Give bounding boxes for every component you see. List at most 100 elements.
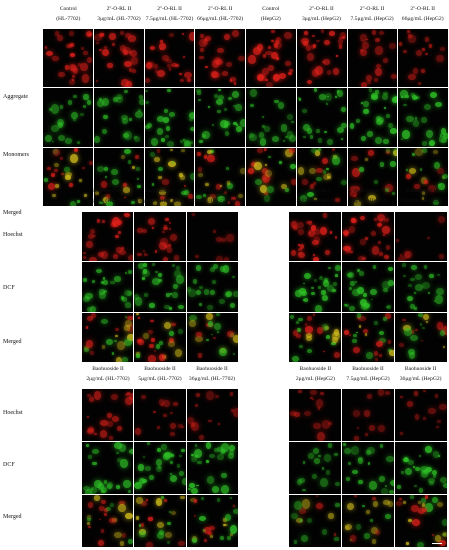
pb-right-headers-0-line1: Baohuoside I xyxy=(300,188,331,194)
pc-left-headers-2-line1: Baohuoside II xyxy=(196,366,228,372)
pc-right-headers-2-line2: 36μg/mL (HepG2) xyxy=(399,376,442,382)
panel-b-left-image-grid xyxy=(82,212,238,362)
panel-b-row-label-merged: Merged xyxy=(3,339,22,345)
grid-a-aggregate-1 xyxy=(93,29,144,88)
grid-c-right-dcf-0 xyxy=(289,442,341,494)
grid-a-monomers-7 xyxy=(398,88,448,147)
grid-b-left-hoechst-1 xyxy=(134,212,186,262)
pa-headers-6-line2: 7.5μg/mL (HepG2) xyxy=(350,16,394,22)
panel-a-image-grid xyxy=(43,29,448,206)
pa-headers-1-line1: 2''-O-RL II xyxy=(106,6,132,12)
grid-c-right-hoechst-2 xyxy=(395,389,447,441)
pa-headers-4-line2: (HepG2) xyxy=(260,16,281,22)
grid-b-right-hoechst-1 xyxy=(342,212,394,262)
pb-left-headers-0-line2: 1μg/mL (HL-7702) xyxy=(86,198,130,204)
grid-a-monomers-0 xyxy=(43,88,93,147)
grid-c-left-hoechst-0 xyxy=(82,389,134,441)
grid-c-left-dcf-2 xyxy=(186,442,238,494)
grid-b-right-dcf-0 xyxy=(289,262,341,312)
grid-a-merged-0 xyxy=(43,147,93,206)
grid-b-left-dcf-0 xyxy=(82,262,134,312)
pc-right-headers-1-line2: 7.5μg/mL (HepG2) xyxy=(346,376,390,382)
pc-right-headers-2-line1: Baohuoside II xyxy=(404,366,437,372)
panel-a-row-label-monomers: Monomers xyxy=(3,152,29,158)
scale-bar xyxy=(432,543,442,544)
grid-b-right-merged-1 xyxy=(342,312,394,362)
panel-c-left-image-grid xyxy=(82,389,238,547)
pa-headers-1-line2: 3μg/mL (HL-7702) xyxy=(97,16,141,22)
grid-b-right-hoechst-0 xyxy=(289,212,341,262)
pa-headers-6-line1: 2''-O-RL II xyxy=(359,6,385,12)
grid-b-right-merged-2 xyxy=(395,312,447,362)
grid-b-right-merged-0 xyxy=(289,312,341,362)
panel-a-row-label-aggregate: Aggregate xyxy=(3,94,28,100)
grid-a-aggregate-2 xyxy=(144,29,195,88)
grid-a-monomers-5 xyxy=(296,88,347,147)
pc-left-headers-0-line1: Baohuoside II xyxy=(92,366,124,372)
grid-c-left-hoechst-1 xyxy=(134,389,186,441)
grid-a-merged-3 xyxy=(195,147,245,206)
grid-c-right-dcf-1 xyxy=(342,442,394,494)
pb-left-headers-1-line2: 4μg/mL (HL-7702) xyxy=(138,198,182,204)
grid-a-merged-5 xyxy=(296,147,347,206)
grid-c-right-hoechst-0 xyxy=(289,389,341,441)
grid-c-left-merged-2 xyxy=(186,495,238,547)
grid-b-left-merged-2 xyxy=(186,312,238,362)
grid-a-monomers-4 xyxy=(246,88,296,147)
pb-right-headers-2-line2: 32μg/mL (HepG2) xyxy=(399,198,442,204)
grid-a-aggregate-5 xyxy=(296,29,347,88)
pa-headers-2-line2: 7.5μg/mL (HL-7702) xyxy=(145,16,194,22)
grid-a-aggregate-4 xyxy=(246,29,296,88)
pc-left-headers-1-line2: 5μg/mL (HL-7702) xyxy=(138,376,182,382)
grid-a-aggregate-3 xyxy=(195,29,245,88)
grid-a-monomers-6 xyxy=(347,88,398,147)
grid-a-monomers-2 xyxy=(144,88,195,147)
pa-headers-4-line1: Control xyxy=(262,6,280,12)
grid-a-merged-2 xyxy=(144,147,195,206)
grid-c-left-merged-1 xyxy=(134,495,186,547)
pb-left-headers-1-line1: Baohuoside I xyxy=(145,188,175,194)
pc-left-headers-1-line1: Baohuoside II xyxy=(144,366,176,372)
grid-a-monomers-1 xyxy=(93,88,144,147)
panel-a-row-label-merged: Merged xyxy=(3,210,22,216)
pc-right-headers-0-line1: Baohuoside II xyxy=(299,366,332,372)
pb-right-headers-0-line2: 1μg/mL (HepG2) xyxy=(295,198,335,204)
grid-c-right-merged-1 xyxy=(342,495,394,547)
pc-left-headers-2-line2: 36μg/mL (HL-7702) xyxy=(188,376,236,382)
grid-c-right-merged-0 xyxy=(289,495,341,547)
grid-c-left-merged-0 xyxy=(82,495,134,547)
pa-headers-3-line1: 2''-O-RL II xyxy=(207,6,233,12)
grid-a-aggregate-0 xyxy=(43,29,93,88)
pb-left-headers-2-line2: 32μg/mL (HL-7702) xyxy=(188,198,236,204)
pa-headers-7-line2: 66μg/mL (HepG2) xyxy=(401,16,444,22)
pa-headers-7-line1: 2''-O-RL II xyxy=(410,6,436,12)
panel-c-row-label-hoechst: Hoechst xyxy=(3,410,23,416)
grid-b-left-hoechst-2 xyxy=(186,212,238,262)
grid-c-left-dcf-1 xyxy=(134,442,186,494)
grid-a-merged-7 xyxy=(398,147,448,206)
pa-headers-0-line1: Control xyxy=(59,6,77,12)
pa-headers-5-line2: 3μg/mL (HepG2) xyxy=(301,16,341,22)
grid-c-left-hoechst-2 xyxy=(186,389,238,441)
grid-c-right-hoechst-1 xyxy=(342,389,394,441)
panel-c-row-label-dcf: DCF xyxy=(3,462,15,468)
pc-left-headers-0-line2: 2μg/mL (HL-7702) xyxy=(86,376,130,382)
pa-headers-2-line1: 2''-O-RL II xyxy=(157,6,182,12)
grid-b-left-dcf-2 xyxy=(186,262,238,312)
panel-b-row-label-dcf: DCF xyxy=(3,285,15,291)
pb-left-headers-2-line1: Baohuoside I xyxy=(197,188,227,194)
grid-a-monomers-3 xyxy=(195,88,245,147)
pa-headers-0-line2: (HL-7702) xyxy=(56,16,81,22)
pa-headers-5-line1: 2''-O-RL II xyxy=(309,6,334,12)
grid-c-left-dcf-0 xyxy=(82,442,134,494)
grid-a-aggregate-6 xyxy=(347,29,398,88)
grid-b-left-merged-1 xyxy=(134,312,186,362)
grid-a-merged-6 xyxy=(347,147,398,206)
pb-right-headers-2-line1: Baohuoside I xyxy=(405,188,436,194)
grid-a-aggregate-7 xyxy=(398,29,448,88)
grid-c-right-dcf-2 xyxy=(395,442,447,494)
grid-b-right-dcf-2 xyxy=(395,262,447,312)
pc-right-headers-1-line1: Baohuoside II xyxy=(352,366,384,372)
pa-headers-3-line2: 66μg/mL (HL-7702) xyxy=(197,16,244,22)
grid-b-left-merged-0 xyxy=(82,312,134,362)
